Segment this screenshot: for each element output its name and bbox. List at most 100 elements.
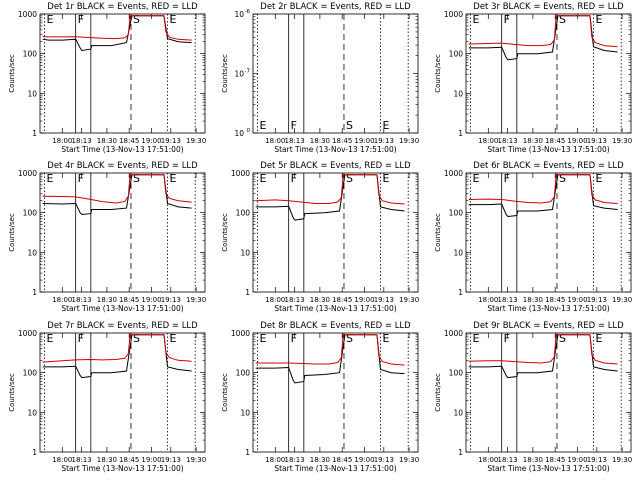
x-tick-label: 18:30 [97, 296, 117, 304]
x-tick-label: 18:00 [478, 296, 498, 304]
y-tick-label: 1000 [444, 10, 463, 19]
plot-frame [39, 332, 206, 453]
plot-frame [465, 332, 632, 453]
x-tick-label: 18:30 [523, 456, 543, 464]
y-tick-label: 10 [240, 408, 250, 417]
x-tick-label: 18:00 [52, 296, 72, 304]
x-tick-label: 19:30 [399, 137, 419, 145]
plot-frame [465, 13, 632, 134]
y-axis-label: Counts/sec [8, 373, 16, 412]
x-tick-label: 19:30 [612, 137, 632, 145]
y-axis-label: Counts/sec [434, 213, 442, 252]
y-tick-label: 100 [449, 209, 464, 218]
lld-series-line [468, 174, 618, 204]
panel-8: Det 8r BLACK = Events, RED = LLD 1 10 100 10… [221, 321, 419, 473]
marker-label: E [170, 332, 177, 345]
x-tick-label: 19:13 [161, 296, 181, 304]
x-tick-label: 18:30 [523, 137, 543, 145]
x-tick-label: 19:30 [399, 296, 419, 304]
marker-label: E [383, 119, 390, 132]
x-tick-label: 18:30 [310, 296, 330, 304]
x-tick-label: 19:30 [186, 137, 206, 145]
y-tick-label: 10 [453, 89, 463, 98]
y-tick-label: 1000 [18, 10, 37, 19]
x-tick-label: 19:00 [354, 296, 374, 304]
lld-series-line [468, 334, 618, 365]
marker-label: E [170, 172, 177, 185]
y-axis-label: Counts/sec [434, 54, 442, 93]
x-tick-label: 18:13 [285, 456, 305, 464]
x-tick-label: 18:00 [52, 137, 72, 145]
x-tick-label: 18:00 [478, 456, 498, 464]
x-tick-label: 18:45 [119, 456, 139, 464]
y-tick-label: 10 [234, 10, 244, 19]
x-axis-label: Start Time (13-Nov-13 17:51:00) [487, 145, 609, 154]
x-tick-label: 19:30 [399, 456, 419, 464]
x-tick-label: 19:30 [612, 296, 632, 304]
y-axis-label: Counts/sec [221, 213, 229, 252]
x-axis-label: Start Time (13-Nov-13 17:51:00) [274, 304, 396, 313]
x-tick-label: 18:30 [310, 137, 330, 145]
marker-label: S [346, 172, 353, 185]
events-series-line [255, 334, 405, 384]
y-axis-label: Counts/sec [434, 373, 442, 412]
y-tick-label: 100 [449, 50, 464, 59]
lld-series-line [255, 174, 405, 205]
events-series-line [468, 334, 618, 379]
x-axis-label: Start Time (13-Nov-13 17:51:00) [274, 464, 396, 473]
y-axis-label: Counts/sec [8, 54, 16, 93]
plot-frame [465, 172, 632, 293]
marker-label: S [559, 13, 566, 26]
x-tick-label: 18:45 [545, 456, 565, 464]
x-tick-label: 19:00 [567, 456, 587, 464]
x-tick-label: 19:30 [612, 456, 632, 464]
lld-series-line [42, 174, 192, 204]
y-tick-label: 10 [27, 408, 37, 417]
y-tick-label: 100 [449, 369, 464, 378]
plot-frame [252, 172, 419, 293]
marker-label: F [504, 13, 510, 26]
y-tick-label: 1 [32, 129, 37, 138]
events-series-line [468, 15, 618, 61]
y-tick-label: 1 [245, 448, 250, 457]
marker-label: F [78, 13, 84, 26]
x-tick-label: 18:13 [285, 296, 305, 304]
panel-3: Det 3r BLACK = Events, RED = LLD 1 10 100 10… [434, 2, 632, 154]
y-tick-label: 1000 [18, 329, 37, 338]
y-tick-label: 1 [32, 288, 37, 297]
marker-label: E [596, 332, 603, 345]
plot-frame [252, 13, 419, 134]
y-axis-label: Counts/sec [8, 213, 16, 252]
y-tick-label: 10 [453, 408, 463, 417]
y-tick-label: 1000 [231, 169, 250, 178]
y-tick-label: 100 [23, 369, 38, 378]
panel-title: Det 5r BLACK = Events, RED = LLD [260, 161, 411, 171]
x-tick-label: 19:13 [161, 137, 181, 145]
x-axis-label: Start Time (13-Nov-13 17:51:00) [487, 464, 609, 473]
panel-9: Det 9r BLACK = Events, RED = LLD 1 10 100 10… [434, 321, 632, 473]
x-tick-label: 18:00 [52, 456, 72, 464]
x-axis-label: Start Time (13-Nov-13 17:51:00) [61, 304, 183, 313]
y-tick-label: 1 [458, 288, 463, 297]
y-tick-label: 1 [245, 288, 250, 297]
marker-label: E [170, 13, 177, 26]
panel-title: Det 9r BLACK = Events, RED = LLD [473, 321, 624, 331]
x-tick-label: 18:45 [545, 137, 565, 145]
marker-label: E [472, 332, 479, 345]
marker-label: E [46, 172, 53, 185]
marker-label: E [46, 13, 53, 26]
x-axis-label: Start Time (13-Nov-13 17:51:00) [61, 464, 183, 473]
events-series-line [42, 174, 192, 216]
marker-label: S [346, 332, 353, 345]
y-tick-label: 100 [236, 369, 251, 378]
panel-title: Det 8r BLACK = Events, RED = LLD [260, 321, 411, 331]
y-tick-label: 1000 [444, 169, 463, 178]
y-tick-label: 1000 [18, 169, 37, 178]
x-tick-label: 19:30 [186, 296, 206, 304]
marker-label: E [259, 119, 266, 132]
marker-label: E [46, 332, 53, 345]
x-tick-label: 18:45 [545, 296, 565, 304]
y-axis-label: Counts/sec [221, 54, 229, 93]
x-axis-label: Start Time (13-Nov-13 17:51:00) [487, 304, 609, 313]
